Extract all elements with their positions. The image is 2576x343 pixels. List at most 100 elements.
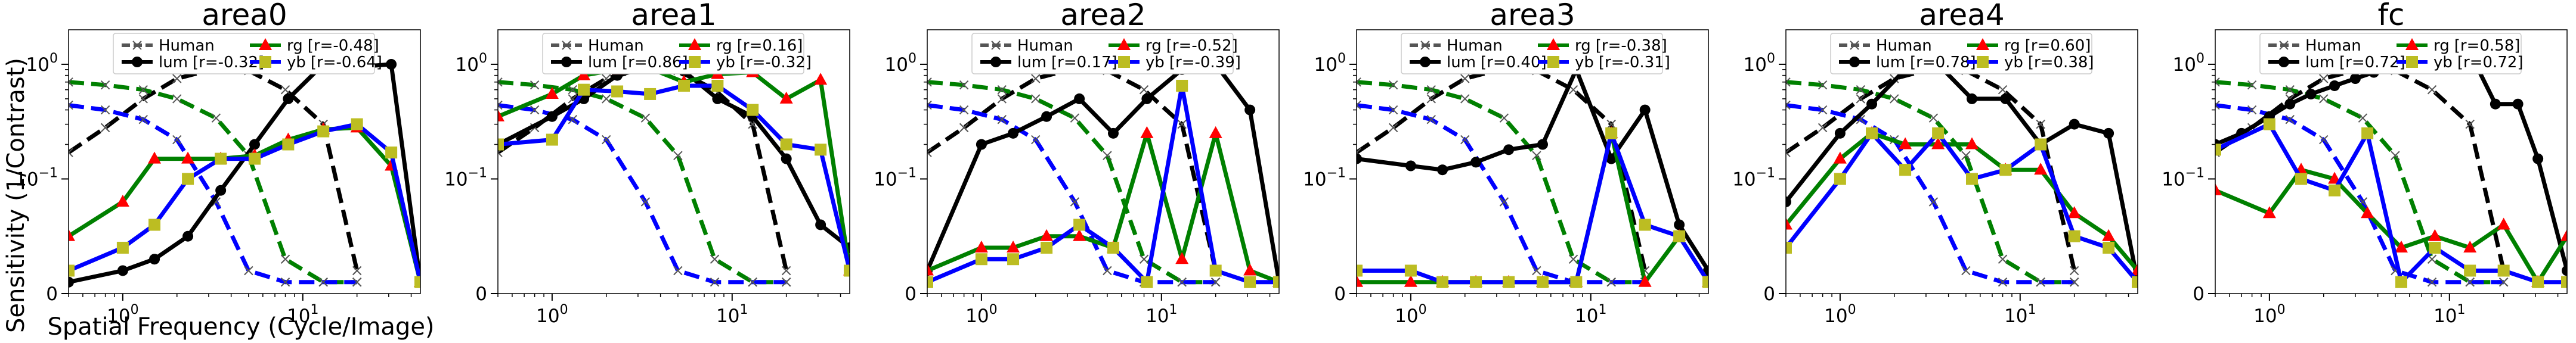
yb-point — [747, 104, 759, 116]
human-lum-point-b — [100, 123, 110, 133]
human-lum-point-b — [1568, 85, 1578, 95]
human-yb-point-b — [100, 105, 110, 115]
legend-box — [113, 33, 375, 74]
y-tick-label: 0 — [1334, 283, 1346, 305]
y-tick-label: 10−1 — [1732, 166, 1775, 190]
rg-point — [1404, 275, 1417, 287]
x-tick-label-exp: 0 — [989, 303, 998, 317]
x-tick-label-base: 10 — [107, 305, 130, 327]
y-tick-label-base: 10 — [456, 54, 479, 76]
y-tick-label-exp: 0 — [908, 51, 917, 66]
lum-point — [69, 276, 74, 288]
legend-box — [542, 33, 804, 74]
legend-label: yb [r=-0.32] — [716, 54, 812, 71]
lum-point — [249, 139, 260, 150]
legend-swatch-marker — [2405, 38, 2419, 50]
legend-box — [2259, 33, 2522, 74]
x-tick-label: 101 — [2004, 303, 2036, 327]
human-lum-point-b — [352, 266, 362, 276]
plot-area — [1786, 58, 2138, 288]
plot-area — [1357, 64, 1708, 288]
rg-point — [1209, 126, 1222, 138]
y-tick-label: 10−1 — [874, 166, 917, 190]
human-rg-point-b — [710, 254, 720, 264]
yb-point — [2464, 264, 2476, 277]
yb-point — [1834, 173, 1846, 185]
yb-point — [578, 83, 590, 96]
rg-point — [2102, 229, 2116, 241]
rg-point — [69, 229, 75, 241]
human-lum-point-b — [2427, 85, 2437, 95]
human-yb-point-b — [748, 277, 757, 287]
x-tick-label: 100 — [536, 303, 568, 327]
human-rg-point-b — [2215, 77, 2220, 83]
y-tick-label: 100 — [1744, 51, 1775, 76]
human-lum-point-b — [1177, 119, 1187, 129]
rg-point — [2067, 206, 2081, 219]
yb-point — [2103, 241, 2115, 254]
legend-series-name: yb — [2004, 54, 2023, 71]
human-rg-point-a — [69, 81, 73, 87]
legend-series-name: rg — [2004, 37, 2020, 55]
human-lum-point-b — [69, 148, 73, 154]
human-rg-point-a — [1357, 81, 1361, 87]
human-lum-point-b — [280, 85, 290, 95]
legend-series-name: lum — [1017, 54, 1046, 71]
lum-point — [1834, 127, 1846, 139]
human-rg-point-a — [1786, 81, 1791, 87]
human-yb-point-b — [2247, 105, 2257, 115]
yb-point — [611, 85, 624, 98]
rg-point — [1357, 275, 1363, 287]
human-yb-point-b — [568, 114, 577, 124]
y-tick-label: 10−1 — [444, 166, 487, 190]
legend-swatch-marker — [1117, 38, 1131, 50]
lum-point — [2305, 88, 2317, 99]
human-yb-point-b — [2215, 100, 2220, 107]
human-yb-point-b — [138, 114, 148, 124]
rg-point — [1899, 137, 1912, 149]
human-lum-point-b — [927, 148, 932, 154]
legend-label: Human — [159, 37, 215, 55]
lum-point — [149, 254, 160, 265]
human-rg-point-b — [1928, 113, 1939, 123]
x-tick-label-base: 10 — [1395, 305, 1418, 327]
legend-series-name: lum — [159, 54, 188, 71]
human-yb-curve — [2215, 103, 2504, 285]
human-yb-point-b — [1998, 277, 2008, 287]
yb-point — [69, 264, 75, 277]
yb-point — [1866, 127, 1878, 139]
x-tick-label: 101 — [1145, 303, 1177, 327]
human-yb-point-b — [959, 105, 969, 115]
y-tick-label: 0 — [46, 283, 58, 305]
y-tick-label-base: 10 — [15, 169, 38, 190]
rg-point — [545, 86, 559, 99]
rg-line — [1786, 131, 2138, 272]
human-rg-point-b — [2285, 85, 2295, 95]
yb-point — [2361, 127, 2374, 139]
lum-point — [2069, 119, 2080, 130]
y-tick-label-exp: 0 — [2196, 51, 2205, 66]
yb-point — [1536, 276, 1549, 288]
x-tick-label: 101 — [716, 303, 748, 327]
legend-r-value: [r=0.58] — [2454, 37, 2521, 55]
lum-point — [2103, 127, 2114, 139]
rg-point — [2428, 229, 2442, 241]
axes-frame — [497, 29, 850, 294]
human-lum-point-a — [69, 151, 73, 157]
y-tick-label: 100 — [1314, 51, 1346, 76]
human-yb-point-b — [673, 266, 683, 276]
rg-point — [1786, 217, 1792, 230]
human-yb-point-b — [781, 277, 791, 287]
x-tick-label: 100 — [2253, 303, 2285, 327]
legend-series-name: Human — [1447, 37, 1503, 55]
yb-point — [780, 138, 792, 151]
rg-point — [2463, 240, 2477, 252]
x-tick-label-base: 10 — [1824, 305, 1847, 327]
legend-series-name: yb — [716, 54, 735, 71]
human-yb-point-a — [927, 104, 932, 110]
plot-area — [927, 58, 1279, 288]
x-tick-label-exp: 0 — [2277, 303, 2286, 317]
